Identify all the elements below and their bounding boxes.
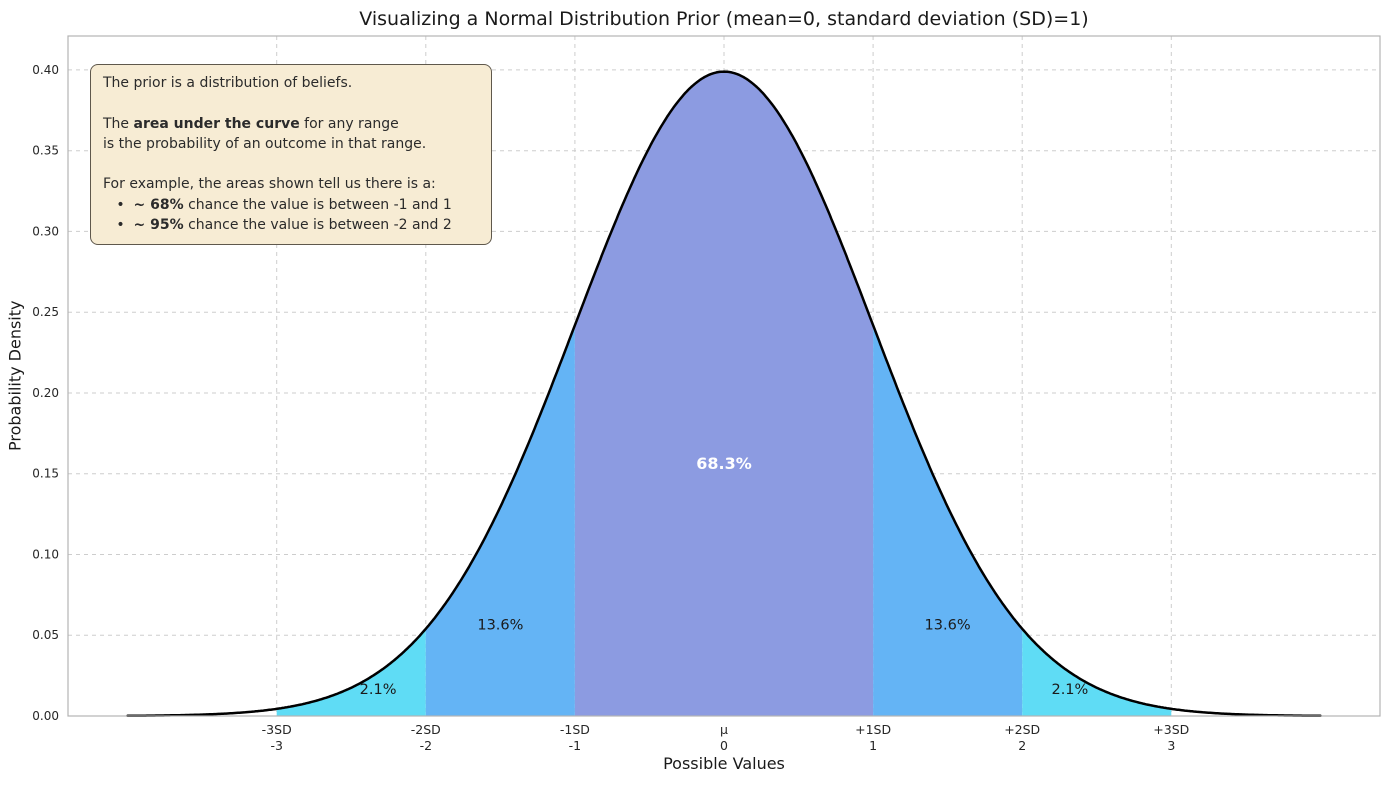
annotation-box: The prior is a distribution of beliefs. …	[90, 64, 492, 246]
annotation-line: is the probability of an outcome in that…	[103, 134, 479, 154]
region-percent-label: 13.6%	[477, 618, 523, 634]
x-tick-label-sd: -2SD	[411, 722, 441, 737]
annotation-line	[103, 154, 479, 174]
x-axis-label: Possible Values	[663, 754, 785, 773]
y-tick-label: 0.15	[32, 467, 59, 481]
annotation-bold-text: ~ 68%	[133, 196, 184, 213]
y-axis-label: Probability Density	[5, 300, 25, 452]
annotation-line: The area under the curve for any range	[103, 114, 479, 134]
annotation-bold-text: ~ 95%	[133, 217, 184, 234]
x-tick-label-value: 3	[1167, 738, 1175, 753]
x-tick-label-sd: +1SD	[855, 722, 891, 737]
y-tick-label: 0.20	[32, 386, 59, 400]
shaded-region-68.3%	[574, 71, 874, 717]
y-tick-label: 0.00	[32, 709, 59, 723]
y-tick-label: 0.30	[32, 224, 59, 238]
x-tick-label-sd: +3SD	[1153, 722, 1189, 737]
annotation-text: For example, the areas shown tell us the…	[103, 176, 436, 193]
annotation-line: For example, the areas shown tell us the…	[103, 174, 479, 194]
x-tick-label-sd: +2SD	[1004, 722, 1040, 737]
x-tick-label-value: -2	[420, 738, 432, 753]
y-tick-label: 0.40	[32, 63, 59, 77]
annotation-line: • ~ 68% chance the value is between -1 a…	[103, 195, 479, 215]
annotation-text: for any range	[299, 115, 399, 132]
annotation-text: •	[103, 217, 134, 234]
annotation-text: chance the value is between -1 and 1	[183, 196, 452, 213]
region-percent-label: 2.1%	[360, 682, 397, 698]
annotation-line	[103, 93, 479, 113]
x-tick-label-value: 1	[869, 738, 877, 753]
x-tick-label-value: 0	[720, 738, 728, 753]
chart-title: Visualizing a Normal Distribution Prior …	[359, 8, 1089, 30]
y-tick-label: 0.05	[32, 628, 59, 642]
annotation-text: chance the value is between -2 and 2	[183, 217, 452, 234]
region-percent-label: 2.1%	[1051, 682, 1088, 698]
y-tick-label: 0.35	[32, 144, 59, 158]
region-percent-label: 68.3%	[696, 454, 752, 473]
x-tick-label-sd: -3SD	[262, 722, 292, 737]
x-tick-label-sd: μ	[720, 722, 728, 737]
annotation-bold-text: area under the curve	[133, 115, 300, 132]
annotation-line: The prior is a distribution of beliefs.	[103, 73, 479, 93]
shaded-region-2.1%	[276, 628, 426, 716]
x-tick-label-value: -1	[569, 738, 581, 753]
annotation-text: The	[103, 115, 134, 132]
density-curve	[126, 70, 1322, 718]
x-tick-label-value: -3	[270, 738, 282, 753]
y-tick-label: 0.10	[32, 548, 59, 562]
region-percent-label: 13.6%	[925, 618, 971, 634]
shaded-region-2.1%	[1022, 628, 1172, 716]
annotation-text: The prior is a distribution of beliefs.	[103, 75, 353, 91]
annotation-line: • ~ 95% chance the value is between -2 a…	[103, 215, 479, 235]
plot-border	[67, 35, 1381, 717]
annotation-text: is the probability of an outcome in that…	[103, 135, 427, 152]
x-tick-label-value: 2	[1018, 738, 1026, 753]
annotation-text: •	[103, 196, 134, 213]
y-tick-label: 0.25	[32, 305, 59, 319]
x-tick-label-sd: -1SD	[560, 722, 590, 737]
